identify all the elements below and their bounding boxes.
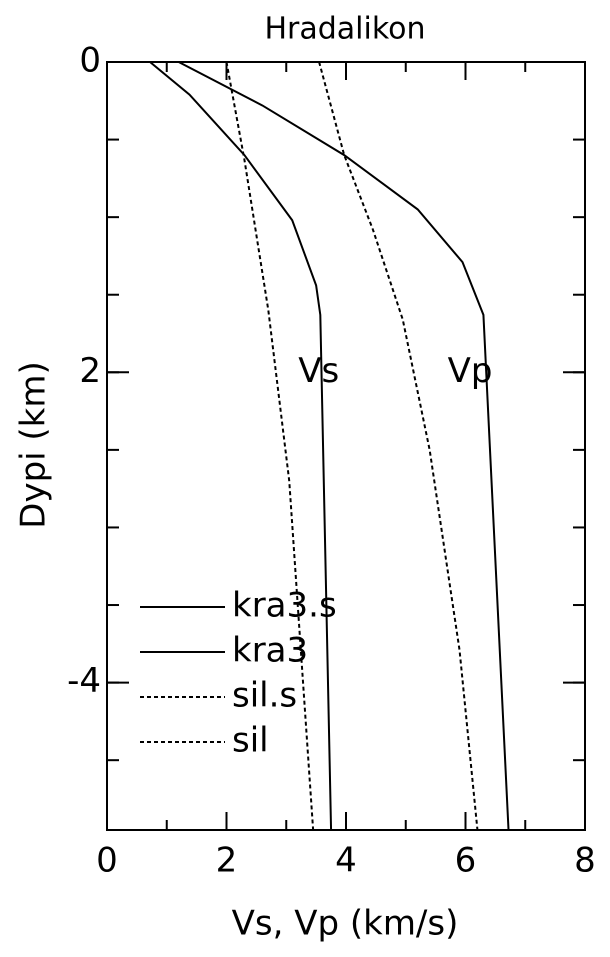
plot-frame xyxy=(106,61,586,831)
legend-label: kra3.s xyxy=(232,586,337,626)
x-tick-label: 8 xyxy=(574,841,596,881)
x-tick-label: 2 xyxy=(216,841,238,881)
x-tick-label: 6 xyxy=(455,841,477,881)
legend-label: kra3 xyxy=(232,631,308,671)
legend-label: sil.s xyxy=(232,676,297,716)
data-line xyxy=(318,61,479,831)
x-tick-label: 4 xyxy=(335,841,357,881)
legend-label: sil xyxy=(232,721,269,761)
y-tick-label: -4 xyxy=(67,661,101,701)
data-line xyxy=(225,61,315,831)
y-tick-label: 2 xyxy=(79,351,101,391)
annotation: Vp xyxy=(448,351,493,391)
x-tick-label: 0 xyxy=(96,841,118,881)
y-axis-label: Dypi (km) xyxy=(14,361,54,528)
chart-title: Hradalikon xyxy=(264,12,425,47)
y-tick-label: 0 xyxy=(79,41,101,81)
data-line xyxy=(149,61,333,831)
data-line xyxy=(178,61,510,831)
annotation: Vs xyxy=(298,351,339,391)
x-axis-label: Vs, Vp (km/s) xyxy=(232,904,459,944)
